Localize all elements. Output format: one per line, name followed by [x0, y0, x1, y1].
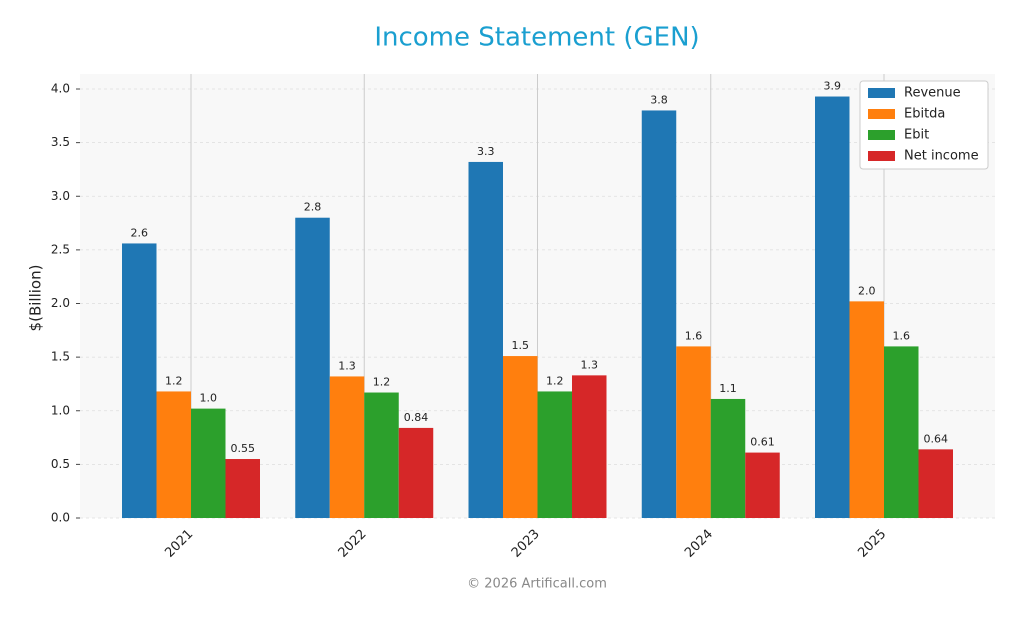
bar — [849, 301, 884, 518]
x-tick-label: 2023 — [509, 527, 543, 561]
bar — [815, 96, 850, 519]
y-tick-label: 0.0 — [51, 511, 70, 525]
bar — [364, 392, 399, 518]
bar — [918, 449, 953, 518]
value-label: 1.5 — [512, 339, 530, 352]
x-tick-label: 2024 — [682, 527, 716, 561]
value-label: 1.3 — [581, 358, 599, 371]
value-label: 1.2 — [373, 376, 391, 389]
bar — [295, 217, 330, 518]
legend-swatch — [868, 88, 895, 98]
bar — [468, 161, 503, 519]
legend-swatch — [868, 130, 895, 140]
bar — [572, 375, 607, 518]
value-label: 3.9 — [824, 80, 842, 93]
y-tick-label: 0.5 — [51, 457, 70, 471]
y-tick-label: 1.0 — [51, 403, 70, 417]
y-axis-label: $(Billion) — [27, 265, 45, 332]
y-tick-label: 4.0 — [51, 82, 70, 96]
value-label: 1.6 — [893, 329, 911, 342]
legend-swatch — [868, 151, 895, 161]
value-label: 1.6 — [685, 329, 703, 342]
legend: Revenue Ebitda Ebit Net income — [859, 80, 989, 170]
value-label: 1.0 — [200, 392, 218, 405]
y-tick-label: 2.0 — [51, 296, 70, 310]
bar — [503, 356, 538, 518]
y-tick-label: 2.5 — [51, 242, 70, 256]
y-tick-label: 1.5 — [51, 350, 70, 364]
bar — [156, 391, 191, 518]
y-tick-label: 3.0 — [51, 189, 70, 203]
value-label: 1.2 — [165, 374, 183, 387]
x-tick-label: 2022 — [336, 527, 370, 561]
chart-title: Income Statement (GEN) — [374, 23, 699, 53]
value-label: 3.3 — [477, 145, 495, 158]
value-label: 1.2 — [546, 374, 564, 387]
legend-label: Revenue — [904, 86, 961, 101]
bar — [884, 346, 919, 518]
bar — [329, 376, 365, 518]
bar — [398, 427, 434, 518]
bar — [122, 243, 157, 518]
value-label: 2.8 — [304, 201, 322, 214]
legend-box — [859, 80, 989, 170]
bar — [225, 459, 260, 518]
value-label: 1.3 — [338, 359, 356, 372]
bar — [745, 452, 780, 518]
bar — [676, 346, 711, 518]
bar — [641, 110, 677, 518]
value-label: 3.8 — [650, 93, 668, 106]
value-label: 2.6 — [131, 226, 149, 239]
bar — [191, 408, 226, 518]
value-label: 0.64 — [924, 432, 949, 445]
legend-label: Ebitda — [904, 107, 945, 122]
footer: © 2026 Artificall.com — [467, 577, 607, 592]
value-label: 0.84 — [404, 411, 429, 424]
y-tick-label: 3.5 — [51, 135, 70, 149]
value-label: 1.1 — [719, 382, 737, 395]
bars: 2.6 2.8 3.3 3.8 3.9 1.2 1.3 1.5 1.6 2.0 1.0 1.2 1.2 1… — [122, 80, 953, 519]
legend-label: Ebit — [904, 128, 929, 143]
bar — [710, 398, 746, 518]
legend-label: Net income — [904, 149, 979, 164]
value-label: 2.0 — [858, 284, 876, 297]
bar — [537, 391, 572, 518]
legend-swatch — [868, 109, 895, 119]
value-label: 0.55 — [231, 442, 256, 455]
x-tick-label: 2025 — [855, 527, 889, 561]
x-tick-label: 2021 — [162, 527, 196, 561]
value-label: 0.61 — [750, 436, 775, 449]
